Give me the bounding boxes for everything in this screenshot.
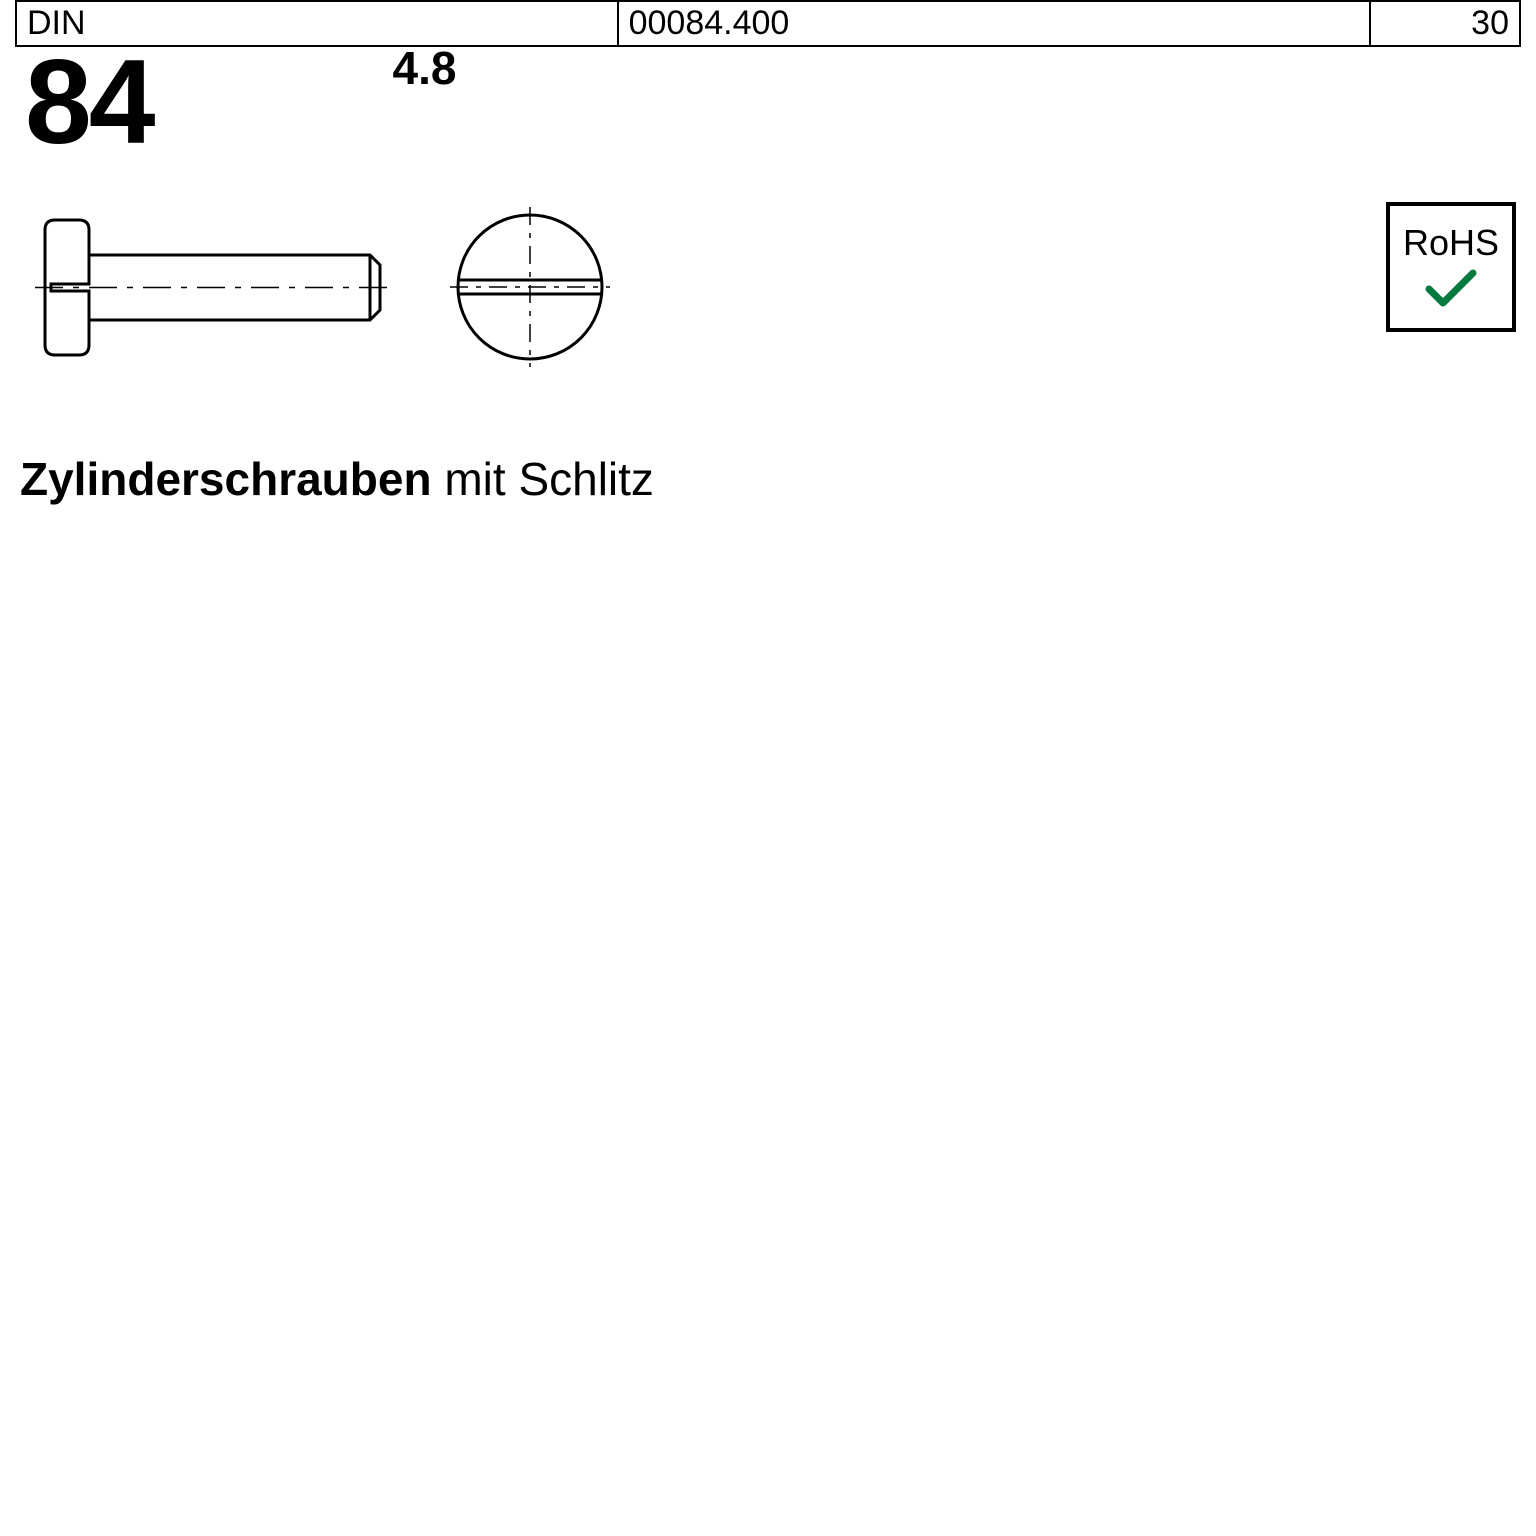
rohs-badge: RoHS — [1386, 202, 1516, 332]
rohs-label: RoHS — [1403, 225, 1499, 261]
title-bold: Zylinderschrauben — [20, 453, 432, 505]
check-icon — [1425, 269, 1477, 309]
diagrams-row: RoHS — [15, 197, 1521, 377]
title-thin: mit Schlitz — [432, 453, 654, 505]
header-cell-page: 30 — [1370, 1, 1520, 46]
header-cell-code: 00084.400 — [618, 1, 1370, 46]
din-number: 84 — [25, 42, 152, 162]
product-title: Zylinderschrauben mit Schlitz — [20, 453, 654, 505]
article-code: 00084.400 — [629, 4, 790, 42]
screw-side-icon — [35, 210, 395, 365]
spec-page: DIN 00084.400 30 84 4.8 — [0, 0, 1536, 1536]
screw-end-icon — [450, 207, 610, 367]
page-number: 30 — [1471, 4, 1509, 42]
spec-row: 84 4.8 — [15, 47, 1521, 162]
title-row: Zylinderschrauben mit Schlitz — [15, 452, 1521, 506]
header-table: DIN 00084.400 30 — [15, 0, 1521, 47]
strength-class: 4.8 — [392, 41, 456, 95]
